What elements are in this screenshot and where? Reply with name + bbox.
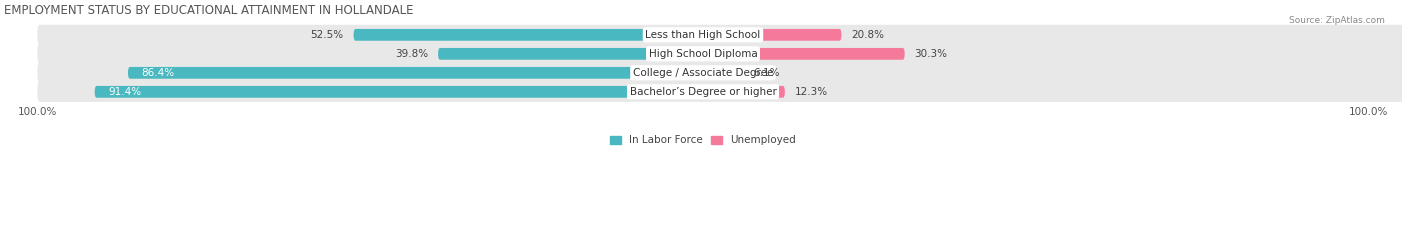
Text: College / Associate Degree: College / Associate Degree (633, 68, 773, 78)
FancyBboxPatch shape (38, 44, 1406, 64)
Text: EMPLOYMENT STATUS BY EDUCATIONAL ATTAINMENT IN HOLLANDALE: EMPLOYMENT STATUS BY EDUCATIONAL ATTAINM… (4, 4, 413, 17)
Text: Less than High School: Less than High School (645, 30, 761, 40)
Text: 52.5%: 52.5% (311, 30, 343, 40)
Text: Source: ZipAtlas.com: Source: ZipAtlas.com (1289, 16, 1385, 25)
Text: 86.4%: 86.4% (141, 68, 174, 78)
Text: 91.4%: 91.4% (108, 87, 141, 97)
Text: 6.1%: 6.1% (754, 68, 780, 78)
FancyBboxPatch shape (38, 63, 1406, 83)
FancyBboxPatch shape (703, 48, 904, 60)
FancyBboxPatch shape (128, 67, 703, 79)
FancyBboxPatch shape (439, 48, 703, 60)
FancyBboxPatch shape (38, 25, 1406, 45)
Text: High School Diploma: High School Diploma (648, 49, 758, 59)
FancyBboxPatch shape (703, 29, 841, 41)
FancyBboxPatch shape (703, 86, 785, 98)
Text: 20.8%: 20.8% (852, 30, 884, 40)
Text: 39.8%: 39.8% (395, 49, 427, 59)
FancyBboxPatch shape (703, 67, 744, 79)
Text: 12.3%: 12.3% (794, 87, 828, 97)
FancyBboxPatch shape (353, 29, 703, 41)
FancyBboxPatch shape (38, 82, 1406, 102)
Text: 30.3%: 30.3% (915, 49, 948, 59)
Legend: In Labor Force, Unemployed: In Labor Force, Unemployed (606, 131, 800, 150)
FancyBboxPatch shape (94, 86, 703, 98)
Text: Bachelor’s Degree or higher: Bachelor’s Degree or higher (630, 87, 776, 97)
